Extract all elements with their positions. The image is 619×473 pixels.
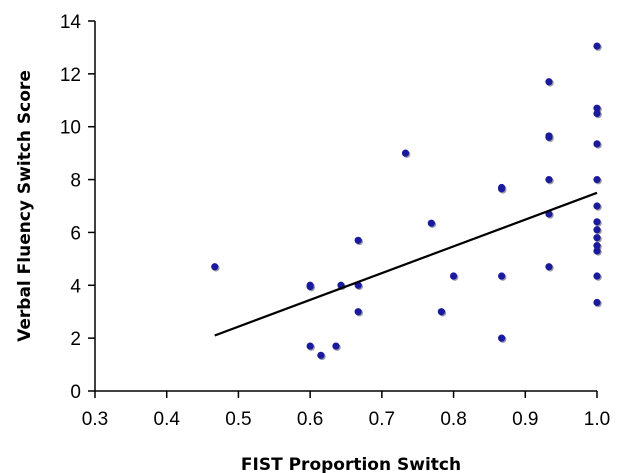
data-point [498,334,506,342]
x-axis-title: FIST Proportion Switch [241,455,461,473]
trendline [214,191,598,337]
y-tick-label: 4 [70,276,81,297]
data-point [545,175,553,184]
y-axis-title: Verbal Fluency Switch Score [15,70,35,342]
data-point [437,308,445,316]
data-point [427,219,435,227]
data-point [593,242,601,250]
y-tick-label: 0 [70,382,81,403]
x-tick-label: 0.3 [82,409,108,430]
data-point [593,140,601,148]
data-point [593,175,601,184]
data-point [593,218,601,226]
x-tick-label: 0.6 [297,409,323,430]
x-tick-label: 0.8 [440,409,466,430]
data-point [593,298,601,307]
data-point [593,202,601,210]
data-point [332,342,340,350]
data-point [593,42,601,50]
y-tick-label: 10 [60,118,81,139]
data-point [593,247,601,255]
data-point [593,104,601,112]
y-tick-label: 2 [70,329,81,350]
data-point [354,236,362,244]
data-point [306,283,314,291]
data-point [593,234,601,242]
x-tick-label: 0.9 [512,409,538,430]
y-tick-label: 12 [60,65,81,86]
data-point [449,272,458,280]
data-point [545,263,553,271]
x-ticks: 0.3 0.4 0.5 0.6 0.7 0.8 0.9 1.0 [82,391,610,430]
data-point [498,272,506,280]
data-point [354,308,362,316]
y-tick-label: 8 [70,171,81,192]
y-tick-label: 6 [70,223,81,244]
x-tick-label: 0.5 [225,409,251,430]
data-point [498,185,506,193]
data-point [593,226,601,234]
data-point [593,109,601,118]
data-points [211,42,602,361]
y-ticks: 0 2 4 6 8 10 12 14 [60,12,95,403]
data-point [211,263,219,271]
data-point [306,342,314,350]
data-point [401,149,410,157]
data-point [317,351,325,359]
data-point [545,133,553,141]
data-point [593,272,601,280]
x-tick-label: 0.7 [369,409,395,430]
axes [94,21,597,392]
x-tick-label: 0.4 [154,409,181,430]
data-point [545,78,553,86]
x-tick-label: 1.0 [584,409,610,430]
y-tick-label: 14 [60,12,82,33]
